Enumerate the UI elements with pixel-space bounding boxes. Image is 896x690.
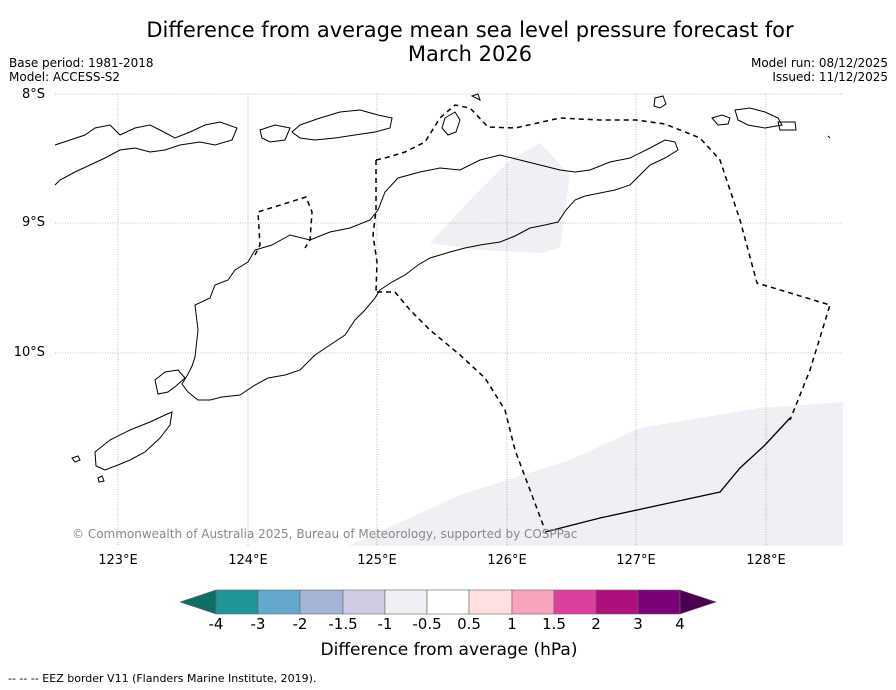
colorbar-bin-1 <box>215 589 259 615</box>
colorbar-tick: 1.5 <box>542 615 566 633</box>
coastline-wetar <box>734 107 783 129</box>
colorbar-tick: -3 <box>250 615 266 633</box>
eez-line-enclave <box>254 196 313 256</box>
colorbar-bin-5 <box>384 589 428 615</box>
colorbar-tick: 2 <box>591 615 601 633</box>
meta-right: Model run: 08/12/2025 Issued: 11/12/2025 <box>751 56 888 84</box>
model-name: Model: ACCESS-S2 <box>9 70 121 84</box>
colorbar-tick: 3 <box>633 615 643 633</box>
lon-label-127e: 127°E <box>616 553 656 568</box>
coastline-islet-c <box>470 93 481 101</box>
colorbar-tick: -0.5 <box>412 615 442 633</box>
lat-label-8s: 8°S <box>21 87 45 102</box>
lon-label-128e: 128°E <box>746 553 786 568</box>
coastline-atauro <box>441 111 461 136</box>
lon-label-125e: 125°E <box>357 553 397 568</box>
coastline-islet-a <box>97 475 105 483</box>
lon-label-126e: 126°E <box>487 553 527 568</box>
colorbar-bin-10 <box>595 589 639 615</box>
map-title: Difference from average mean sea level p… <box>140 18 800 66</box>
title-line-1: Difference from average mean sea level p… <box>146 18 794 42</box>
eez-line-east <box>375 104 831 421</box>
lon-label-124e: 124°E <box>228 553 268 568</box>
coastline-islet-b <box>827 135 831 139</box>
coastline-flores <box>54 121 238 186</box>
coastline-lembata <box>259 124 291 143</box>
meta-left: Base period: 1981-2018 Model: ACCESS-S2 <box>9 56 154 84</box>
shaded-region-south <box>348 402 843 546</box>
colorbar-bin-3 <box>299 589 344 615</box>
eez-border <box>254 104 831 531</box>
coastline-alor <box>291 109 393 141</box>
title-line-2: March 2026 <box>407 42 533 66</box>
coastline-romang <box>711 114 731 126</box>
colorbar-bin-8 <box>511 589 555 615</box>
colorbar-tick: 1 <box>507 615 517 633</box>
colorbar-tick: -1.5 <box>328 615 358 633</box>
colorbar-bin-11 <box>637 589 681 615</box>
model-run: Model run: 08/12/2025 <box>750 56 888 70</box>
eez-border-solid <box>544 417 791 533</box>
coastlines <box>54 93 831 483</box>
lat-label-10s: 10°S <box>13 345 45 360</box>
coastline-sawu <box>94 411 173 471</box>
eez-line-west <box>372 160 378 293</box>
copyright-notice: © Commonwealth of Australia 2025, Bureau… <box>72 527 578 541</box>
coastline-rote <box>154 369 186 395</box>
gridlines <box>55 93 843 546</box>
coastline-raijua <box>71 455 81 463</box>
colorbar-tick: -4 <box>208 615 224 633</box>
colorbar-tick: 0.5 <box>457 615 481 633</box>
colorbar-label: Difference from average (hPa) <box>320 640 578 660</box>
colorbar-bin-2 <box>257 589 301 615</box>
lon-label-123e: 123°E <box>98 553 138 568</box>
base-period: Base period: 1981-2018 <box>9 56 154 70</box>
issued-date: Issued: 11/12/2025 <box>772 70 888 84</box>
colorbar-tick: -1 <box>377 615 393 633</box>
colorbar-extend-high <box>679 589 717 615</box>
coastline-wetar-islet <box>653 95 667 109</box>
colorbar-extend-low <box>179 589 217 615</box>
colorbar-bin-4 <box>342 589 386 615</box>
colorbar-tick: -2 <box>292 615 308 633</box>
coastline-timor <box>181 139 679 401</box>
colorbar <box>179 589 717 615</box>
colorbar-bin-9 <box>553 589 597 615</box>
shaded-region-timor <box>430 143 570 253</box>
eez-line-main <box>377 291 546 531</box>
coastline-kisar <box>777 121 797 131</box>
colorbar-tick: 4 <box>675 615 685 633</box>
colorbar-bin-7 <box>468 589 513 615</box>
colorbar-bin-6 <box>426 589 470 615</box>
lat-label-9s: 9°S <box>21 215 45 230</box>
eez-legend-footer: -- -- -- EEZ border V11 (Flanders Marine… <box>8 672 317 685</box>
